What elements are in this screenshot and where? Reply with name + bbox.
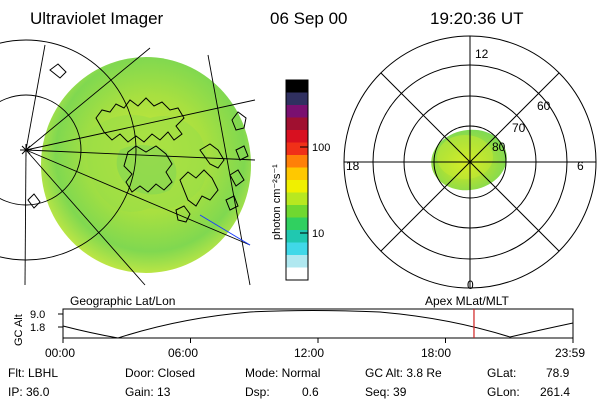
info-glon-label: GLon: (487, 385, 520, 399)
apex-label: Apex MLat/MLT (425, 294, 509, 308)
geographic-label: Geographic Lat/Lon (70, 294, 175, 308)
colorbar-cell (286, 230, 308, 243)
colorbar-cell (286, 192, 308, 206)
colorbar-cell (286, 167, 308, 181)
alt-xtick-0600: 06:00 (168, 346, 198, 360)
title: Ultraviolet Imager (30, 9, 164, 28)
time: 19:20:36 UT (430, 9, 524, 28)
info-dsp-label: Dsp: (245, 385, 270, 399)
mlt-label-12: 12 (475, 47, 489, 61)
info-dsp-value: 0.6 (302, 385, 319, 399)
mlt-label-6: 6 (577, 159, 584, 173)
geo-grid (0, 39, 256, 286)
alt-xtick-0000: 00:00 (45, 346, 75, 360)
colorbar-cell (286, 80, 308, 93)
info-gain: Gain: 13 (125, 385, 171, 399)
lat-label-70: 70 (512, 121, 526, 135)
info-flt: Flt: LBHL (8, 366, 58, 380)
alt-xtick-1200: 12:00 (294, 346, 324, 360)
date: 06 Sep 00 (270, 9, 348, 28)
info-door: Door: Closed (125, 366, 195, 380)
lat-label-80: 80 (492, 140, 506, 154)
info-glon-value: 261.4 (540, 385, 570, 399)
info-seq: Seq: 39 (365, 385, 407, 399)
alt-ylabel: GC Alt (13, 314, 25, 346)
polar-plot (343, 35, 597, 289)
colorbar-cell (286, 267, 308, 281)
colorbar-cell (286, 142, 308, 156)
mlt-label-0: 0 (467, 278, 474, 292)
colorbar-cell (286, 92, 308, 106)
colorbar-cell (286, 205, 308, 218)
colorbar-tick-10: 10 (312, 228, 324, 240)
colorbar: 100 10 photon cm⁻²s⁻¹ (271, 79, 330, 281)
alt-ytick-1.8: 1.8 (30, 322, 45, 334)
alt-xtick-1800: 18:00 (421, 346, 451, 360)
colorbar-cell (286, 130, 308, 143)
info-glat-label: GLat: (487, 366, 516, 380)
colorbar-label: photon cm⁻²s⁻¹ (271, 164, 283, 240)
pole-marker (20, 144, 32, 156)
info-block: Flt: LBHL IP: 36.0 Door: Closed Gain: 13… (8, 366, 570, 399)
uv-earth-image (0, 39, 256, 286)
colorbar-cell (286, 155, 308, 168)
info-glat-value: 78.9 (546, 366, 570, 380)
alt-ytick-9: 9.0 (30, 309, 45, 321)
lat-label-60: 60 (537, 99, 551, 113)
colorbar-tick-100: 100 (312, 142, 330, 154)
colorbar-cell (286, 105, 308, 118)
info-mode: Mode: Normal (245, 366, 320, 380)
altitude-plot: 9.0 1.8 GC Alt (13, 308, 574, 346)
mlt-label-18: 18 (346, 159, 360, 173)
colorbar-cell (286, 117, 308, 131)
alt-xtick-2359: 23:59 (555, 346, 585, 360)
info-gc-alt: GC Alt: 3.8 Re (365, 366, 442, 380)
colorbar-cell (286, 255, 308, 268)
info-ip: IP: 36.0 (8, 385, 50, 399)
colorbar-cell (286, 242, 308, 256)
coastline-overlay (27, 63, 249, 223)
colorbar-cell (286, 217, 308, 231)
colorbar-cell (286, 180, 308, 193)
